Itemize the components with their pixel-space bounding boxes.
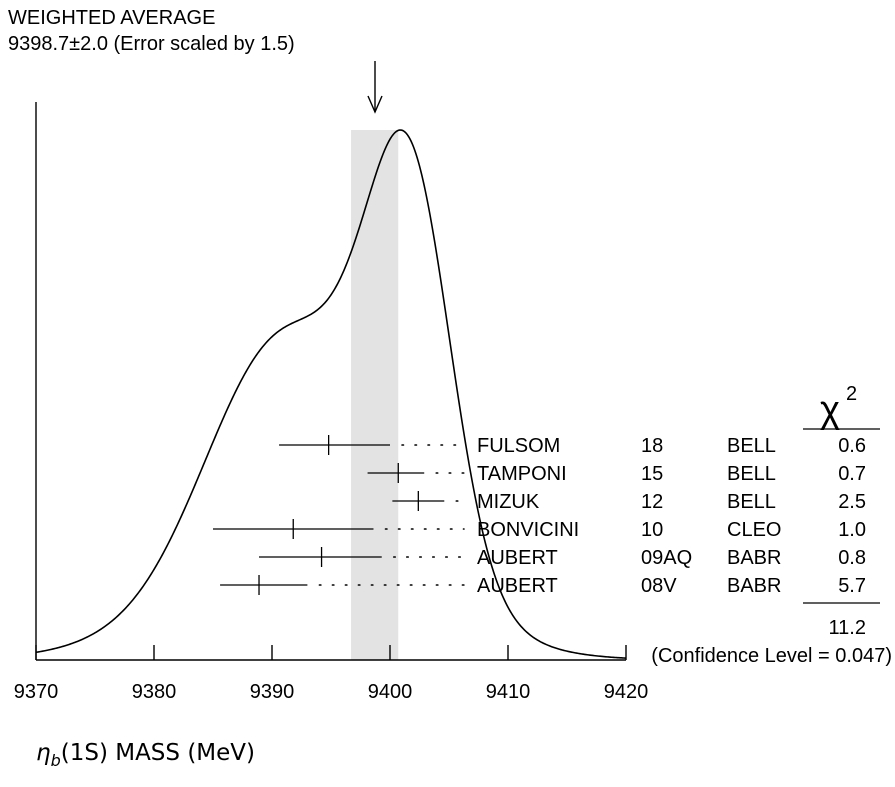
x-ticks bbox=[35, 645, 627, 660]
author-label: AUBERT bbox=[477, 575, 558, 597]
year-label: 08V bbox=[641, 575, 677, 597]
average-arrow bbox=[367, 61, 383, 114]
experiment-label: BELL bbox=[727, 435, 776, 457]
measurement-row: MIZUK 12 BELL 2.5 bbox=[392, 491, 866, 513]
x-axis-label: ηb(1S) MASS (MeV) bbox=[36, 740, 255, 770]
measurement-row: TAMPONI 15 BELL 0.7 bbox=[367, 463, 866, 485]
author-label: FULSOM bbox=[477, 435, 560, 457]
chart-subtitle: 9398.7±2.0 (Error scaled by 1.5) bbox=[8, 33, 295, 55]
experiment-label: BABR bbox=[727, 575, 781, 597]
confidence-level: (Confidence Level = 0.047) bbox=[651, 645, 892, 667]
chart-title: WEIGHTED AVERAGE bbox=[8, 7, 215, 29]
chi2-value: 1.0 bbox=[838, 519, 866, 541]
chi2-header: χ 2 bbox=[803, 383, 880, 431]
year-label: 09AQ bbox=[641, 547, 692, 569]
arrow-head bbox=[367, 95, 383, 114]
measurement-row: BONVICINI 10 CLEO 1.0 bbox=[213, 519, 866, 541]
x-tick-labels: 9370 9380 9390 9400 9410 9420 bbox=[14, 681, 649, 703]
title-block: WEIGHTED AVERAGE 9398.7±2.0 (Error scale… bbox=[8, 7, 295, 55]
chi2-value: 5.7 bbox=[838, 575, 866, 597]
x-tick-label: 9400 bbox=[368, 681, 413, 703]
x-tick-label: 9420 bbox=[604, 681, 649, 703]
year-label: 18 bbox=[641, 435, 663, 457]
x-tick-label: 9410 bbox=[486, 681, 531, 703]
chi2-total: 11.2 bbox=[829, 617, 866, 639]
author-label: MIZUK bbox=[477, 491, 540, 513]
chi2-value: 0.6 bbox=[838, 435, 866, 457]
experiment-label: BABR bbox=[727, 547, 781, 569]
experiment-label: BELL bbox=[727, 463, 776, 485]
axes bbox=[35, 102, 626, 661]
chi2-value: 2.5 bbox=[838, 491, 866, 513]
experiment-label: BELL bbox=[727, 491, 776, 513]
x-tick-label: 9370 bbox=[14, 681, 59, 703]
ideogram-curve bbox=[35, 129, 627, 659]
year-label: 10 bbox=[641, 519, 663, 541]
chi2-symbol: χ bbox=[820, 389, 840, 431]
experiment-label: CLEO bbox=[727, 519, 781, 541]
measurements: FULSOM 18 BELL 0.6 TAMPONI 15 BELL 0.7 MIZUK 12 BE… bbox=[213, 435, 866, 597]
x-tick-label: 9380 bbox=[132, 681, 177, 703]
author-label: AUBERT bbox=[477, 547, 558, 569]
measurement-row: AUBERT 08V BABR 5.7 bbox=[220, 575, 866, 597]
weighted-average-band bbox=[351, 130, 399, 660]
x-tick-label: 9390 bbox=[250, 681, 295, 703]
measurement-row: FULSOM 18 BELL 0.6 bbox=[279, 435, 866, 457]
year-label: 15 bbox=[641, 463, 663, 485]
chi2-superscript: 2 bbox=[846, 383, 857, 405]
chi2-value: 0.7 bbox=[838, 463, 866, 485]
author-label: BONVICINI bbox=[477, 519, 579, 541]
measurement-row: AUBERT 09AQ BABR 0.8 bbox=[259, 547, 866, 569]
chi2-value: 0.8 bbox=[838, 547, 866, 569]
year-label: 12 bbox=[641, 491, 663, 513]
author-label: TAMPONI bbox=[477, 463, 567, 485]
